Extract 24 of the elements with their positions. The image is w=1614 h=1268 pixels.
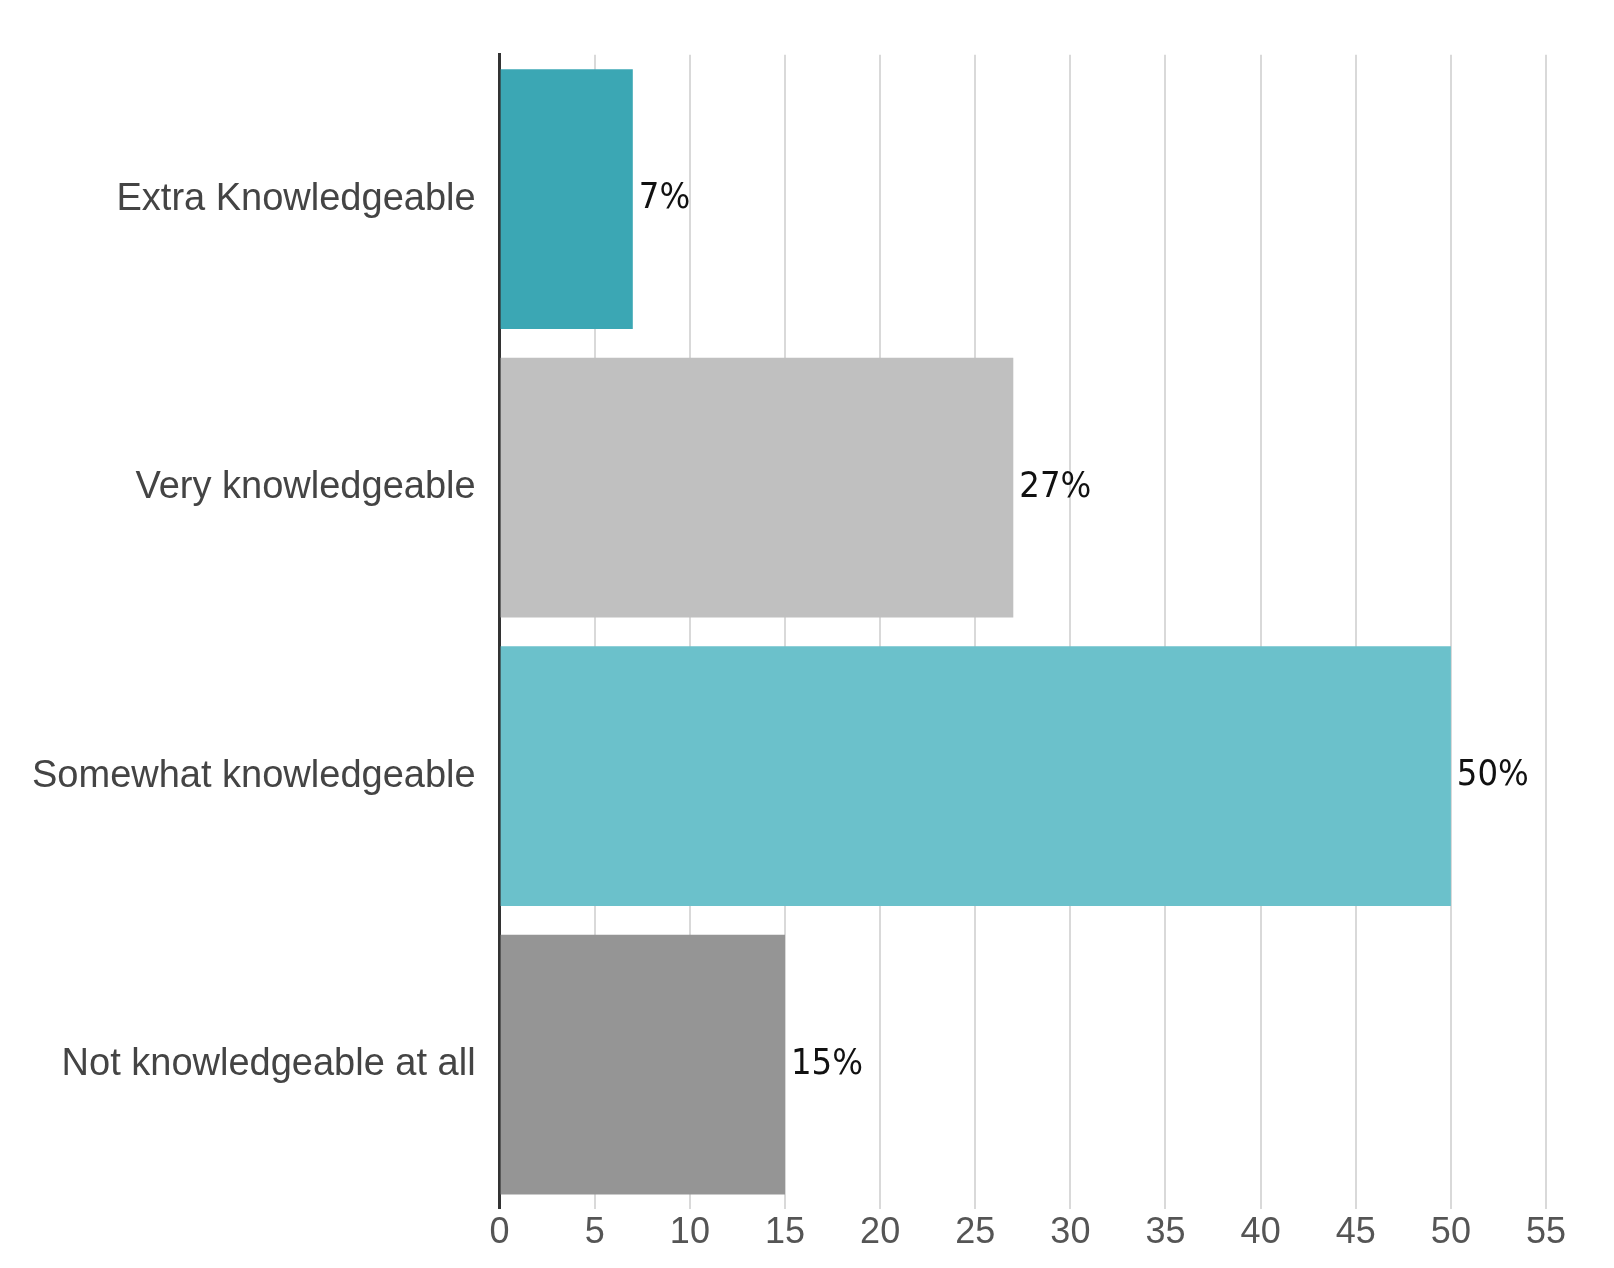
x-tick-label: 25 bbox=[955, 1210, 996, 1252]
x-tick-label: 55 bbox=[1525, 1210, 1567, 1252]
y-tick-label: Very knowledgeable bbox=[135, 464, 476, 507]
y-tick-label: Somewhat knowledgeable bbox=[32, 752, 476, 795]
x-tick-label: 40 bbox=[1240, 1210, 1281, 1252]
x-tick-label: 35 bbox=[1145, 1210, 1186, 1252]
bar bbox=[500, 357, 1014, 618]
bar bbox=[500, 646, 1451, 906]
x-tick-label: 0 bbox=[489, 1210, 510, 1252]
x-tick-label: 5 bbox=[584, 1210, 605, 1252]
bar bbox=[500, 934, 785, 1195]
y-tick-label: Not knowledgeable at all bbox=[61, 1041, 476, 1084]
x-tick-label: 30 bbox=[1050, 1210, 1091, 1252]
x-tick-label: 10 bbox=[669, 1210, 710, 1252]
y-tick-label: Extra Knowledgeable bbox=[116, 175, 476, 218]
data-label: 7% bbox=[638, 175, 691, 217]
x-tick-label: 20 bbox=[860, 1210, 901, 1252]
bar bbox=[500, 69, 633, 329]
x-tick-label: 45 bbox=[1335, 1210, 1376, 1252]
data-label: 15% bbox=[791, 1040, 863, 1082]
x-tick-label: 15 bbox=[764, 1210, 806, 1252]
data-label: 50% bbox=[1456, 752, 1529, 794]
x-tick-label: 50 bbox=[1430, 1210, 1471, 1252]
data-label: 27% bbox=[1019, 463, 1092, 505]
